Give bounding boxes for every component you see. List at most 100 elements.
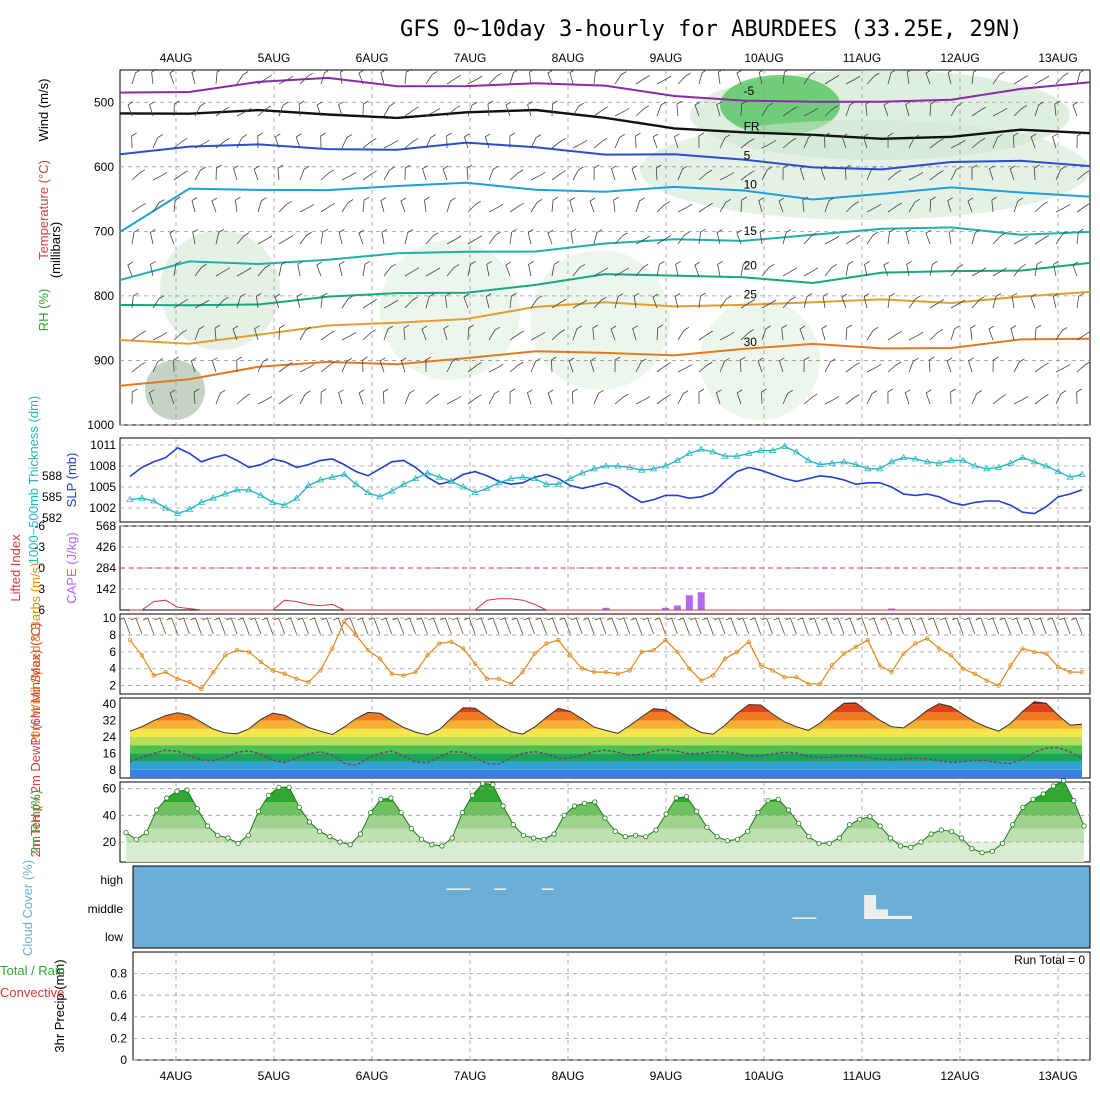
wind-barb	[908, 357, 919, 373]
wind-barb	[425, 107, 441, 117]
wind-barb	[1055, 203, 1071, 213]
wind-barb	[358, 389, 365, 405]
wind-barb	[169, 389, 176, 405]
wind-barb	[467, 261, 476, 277]
surface-wind-barb	[428, 617, 440, 635]
rh-marker	[490, 782, 496, 788]
wind-tick-label: 8	[109, 628, 116, 642]
wind-barb	[278, 75, 294, 85]
precip-tick-label: 0	[120, 1053, 127, 1067]
wind-barb	[446, 197, 456, 213]
wind-barb	[571, 388, 578, 405]
surface-wind-barb	[237, 617, 250, 635]
wind-barb	[530, 331, 546, 341]
bottom-date-label: 4AUG	[160, 1069, 193, 1083]
cape-tick-label: 142	[96, 582, 116, 596]
wind-barb	[341, 295, 354, 309]
wind-barb	[905, 101, 911, 117]
wind-barb	[778, 197, 785, 213]
wind-barb	[779, 357, 785, 373]
wind-barb	[1076, 169, 1091, 181]
rh-marker	[215, 832, 221, 838]
wind-barb	[274, 133, 281, 149]
temp-band	[130, 769, 1082, 778]
thickness-marker	[530, 474, 539, 481]
wind-barb	[320, 69, 330, 85]
wind-barb	[947, 69, 954, 85]
upper-air-legend-label: Wind (m/s)	[36, 79, 51, 142]
thickness-marker	[637, 466, 646, 473]
wind-barb	[782, 229, 792, 245]
surface-wind-barb	[1011, 617, 1023, 635]
wind-barb	[593, 267, 609, 277]
rh-marker	[510, 822, 516, 828]
wind-barb	[593, 164, 600, 181]
upper-air-legend-label: RH (%)	[36, 289, 51, 332]
precip-legend-total: Total / Rain	[0, 963, 65, 978]
rh-marker	[245, 832, 251, 838]
wind-speed-marker	[282, 671, 287, 676]
rh-marker	[592, 799, 598, 805]
wind-barb	[173, 329, 188, 341]
wind-barb	[526, 389, 533, 405]
wind-barb	[299, 326, 311, 341]
wind-barb	[614, 267, 630, 277]
thickness-marker	[161, 504, 170, 511]
wind-speed-marker	[246, 649, 252, 655]
wind-barb	[719, 331, 735, 341]
wind-barb	[295, 133, 302, 149]
thickness-marker	[756, 446, 765, 453]
thickness-marker	[1066, 473, 1074, 480]
wind-barb	[781, 324, 787, 341]
wind-barb	[991, 196, 998, 213]
wind-barb	[194, 263, 207, 277]
rh-marker	[204, 823, 211, 829]
wind-barb	[467, 201, 481, 213]
thickness-marker	[816, 460, 824, 467]
temp-tick-label: 16	[103, 746, 117, 760]
lifted-tick-label: 6	[38, 603, 45, 617]
wind-barb	[845, 394, 860, 405]
wind-barb	[592, 324, 599, 341]
wind-barb	[488, 231, 501, 245]
wind-barb	[677, 72, 691, 85]
wind-barb	[757, 357, 764, 373]
surface-wind-barb	[844, 617, 857, 635]
thickness-marker	[721, 452, 729, 459]
wind-barb	[149, 261, 156, 277]
wind-ylabel: 10m Wind Speed & Barbs (m/s)	[28, 563, 43, 746]
wind-barb	[551, 260, 560, 277]
thickness-marker	[304, 481, 313, 488]
wind-barb	[572, 263, 586, 277]
wind-speed-marker	[853, 644, 859, 650]
wind-barb	[614, 134, 625, 149]
wind-barb	[488, 363, 504, 373]
wind-speed-marker	[972, 671, 978, 676]
rh-marker	[378, 796, 384, 802]
wind-barb	[572, 299, 588, 309]
wind-barb	[635, 235, 651, 245]
thickness-marker	[435, 473, 444, 480]
surface-wind-barb	[713, 617, 726, 635]
rh-marker	[836, 835, 843, 841]
rh-marker	[388, 795, 394, 801]
rh-marker	[897, 843, 904, 849]
wind-barb	[530, 199, 543, 213]
isotherm-10	[119, 181, 1091, 233]
wind-speed-marker	[544, 641, 549, 646]
surface-wind-barb	[701, 617, 714, 635]
surface-wind-barb	[535, 617, 547, 635]
wind-barb	[466, 164, 473, 181]
wind-barb	[1013, 75, 1029, 85]
temp-tick-label: 32	[103, 714, 117, 728]
wind-barb	[297, 260, 304, 277]
rh-marker	[959, 835, 965, 841]
wind-barb	[631, 165, 638, 181]
surface-wind-barb	[368, 617, 381, 635]
wind-speed-marker	[508, 681, 513, 687]
rh-marker	[938, 827, 944, 833]
slp-tick-label: 1008	[89, 459, 116, 473]
wind-barb	[215, 164, 222, 181]
wind-barb	[929, 100, 937, 117]
rh-shading	[530, 250, 670, 390]
